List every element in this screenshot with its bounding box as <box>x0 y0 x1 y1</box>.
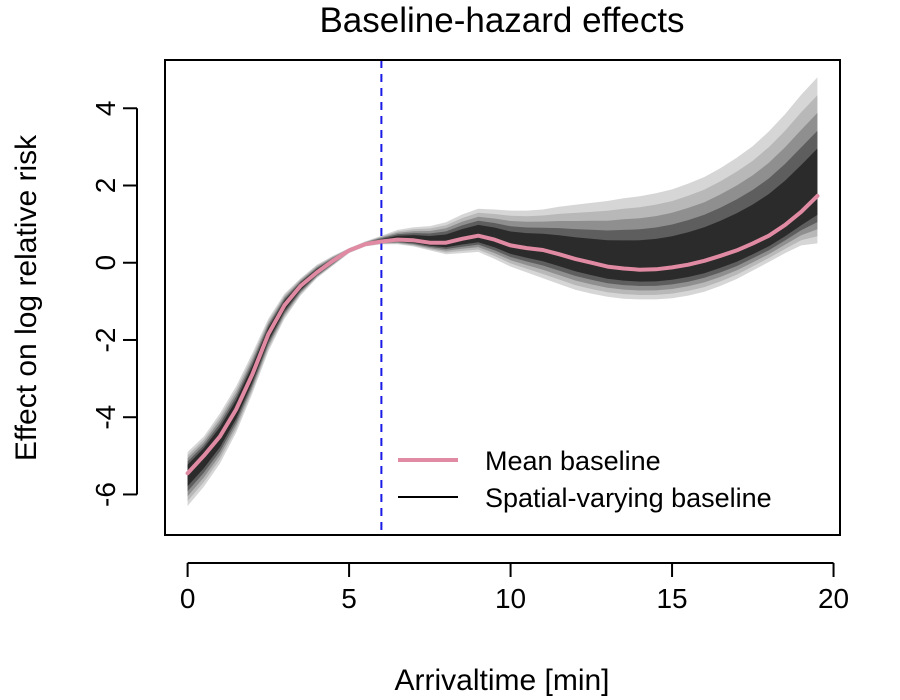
chart-title: Baseline-hazard effects <box>319 1 684 40</box>
legend-label-mean-baseline: Mean baseline <box>485 446 661 476</box>
y-axis-title: Effect on log relative risk <box>10 134 43 461</box>
y-tick-label: -4 <box>90 405 121 430</box>
x-tick-label: 5 <box>341 583 357 614</box>
mean-baseline-line <box>185 193 820 476</box>
x-axis: 0 5 10 15 20 <box>180 562 849 614</box>
legend-label-spatial-varying-baseline: Spatial-varying baseline <box>485 483 772 513</box>
y-tick-label: -6 <box>90 482 121 507</box>
x-axis-title: Arrivaltime [min] <box>394 664 609 697</box>
x-tick-label: 10 <box>495 583 526 614</box>
spatial-varying-band <box>187 77 818 507</box>
plot-frame <box>164 59 841 536</box>
y-tick-label: 4 <box>90 101 121 117</box>
x-tick-label: 0 <box>180 583 196 614</box>
y-tick-label: -2 <box>90 328 121 353</box>
y-axis: -6 -4 -2 0 2 4 <box>90 101 138 507</box>
x-tick-label: 15 <box>656 583 687 614</box>
spatial-band-layer-0 <box>187 77 818 507</box>
y-tick-label: 0 <box>90 255 121 271</box>
y-tick-label: 2 <box>90 178 121 194</box>
x-tick-label: 20 <box>818 583 849 614</box>
legend: Mean baseline Spatial-varying baseline <box>398 446 772 513</box>
